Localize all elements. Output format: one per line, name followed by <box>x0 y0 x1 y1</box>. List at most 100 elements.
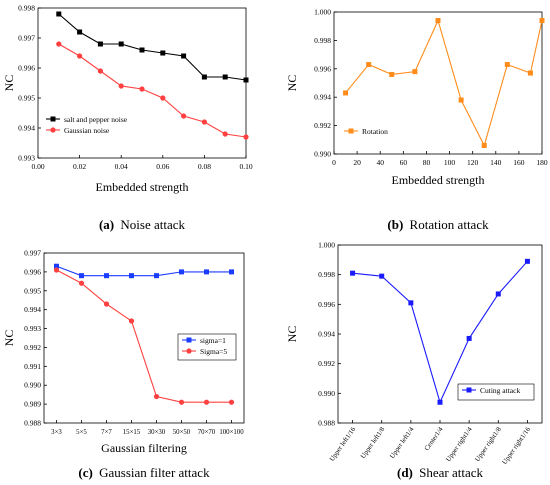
data-point <box>78 280 85 286</box>
panel-a-plot-frame <box>37 7 247 159</box>
series-line-1 <box>56 269 232 403</box>
data-point <box>139 47 145 53</box>
legend-label: Gaussian noise <box>64 126 110 135</box>
legend-label: sigma=1 <box>200 336 226 345</box>
legend-marker <box>50 116 56 122</box>
panel-b-xlabel: Embedded strength <box>392 173 485 187</box>
y-tick-label: 0.990 <box>314 150 331 159</box>
panel-a-caption-text: Noise attack <box>120 217 185 232</box>
x-tick-label: 140 <box>490 158 502 167</box>
data-point <box>160 95 166 101</box>
data-point <box>139 86 145 92</box>
y-tick-label: 1.000 <box>318 241 335 250</box>
panel-b: 0.990 0.992 0.994 0.996 0.998 1.000 0 20 40 60 80 1… <box>285 8 548 233</box>
x-tick-label: 5×5 <box>76 429 87 436</box>
panel-d: 0.988 0.990 0.992 0.994 0.996 0.998 1.000 Upper… <box>285 241 543 480</box>
y-tick-label: 0.994 <box>24 305 41 314</box>
x-tick-label: 70×70 <box>198 429 216 436</box>
data-point <box>153 393 160 400</box>
y-tick-label: 0.993 <box>24 324 41 333</box>
data-point <box>79 273 84 279</box>
y-tick-label: 0.998 <box>318 270 335 279</box>
y-tick-label: 0.993 <box>18 154 35 163</box>
data-point <box>408 300 414 306</box>
panel-c-ylabel: NC <box>2 330 16 347</box>
x-tick-label: 180 <box>536 158 548 167</box>
panel-c-caption-letter: (c) <box>78 465 92 480</box>
data-point <box>56 11 62 17</box>
x-tick-label: 0.02 <box>73 162 86 171</box>
x-tick-label: 160 <box>513 158 525 167</box>
data-point <box>379 273 385 279</box>
data-point <box>204 269 209 275</box>
panel-a-ylabel: NC <box>2 75 16 92</box>
panel-c-marks: 0.988 0.989 0.990 0.991 0.992 0.993 0.994 0.995… <box>24 249 244 437</box>
y-tick-label: 0.996 <box>18 64 35 73</box>
data-point <box>179 269 184 275</box>
legend-label: Rotation <box>362 127 388 136</box>
panel-d-caption: (d) Shear attack <box>397 465 484 480</box>
data-point <box>350 270 356 276</box>
data-point <box>366 62 372 68</box>
y-tick-label: 0.992 <box>24 343 41 352</box>
panel-c-plot-frame <box>43 252 245 424</box>
x-tick-label: 40 <box>376 158 384 167</box>
legend-marker <box>186 348 192 354</box>
x-tick-label: Upper left1/16 <box>329 426 358 463</box>
data-point <box>504 62 510 68</box>
data-point <box>118 41 124 47</box>
panel-b-caption-text: Rotation attack <box>410 217 490 232</box>
data-point <box>160 50 166 56</box>
panel-c: 0.988 0.989 0.990 0.991 0.992 0.993 0.994 0.995… <box>2 249 245 480</box>
panel-a-marks: 0.993 0.994 0.995 0.996 0.997 0.998 0.00 0.02 0.… <box>18 4 253 172</box>
data-point <box>97 68 103 74</box>
series-line-0 <box>56 265 232 277</box>
panel-b-ylabel: NC <box>285 75 299 92</box>
panel-a-xlabel: Embedded strength <box>96 180 189 194</box>
legend-marker <box>348 128 354 134</box>
x-tick-label: 0.10 <box>239 162 252 171</box>
series-line-0 <box>58 13 247 81</box>
data-point <box>77 29 83 35</box>
y-tick-label: 0.994 <box>18 124 35 133</box>
data-point <box>77 53 83 59</box>
y-tick-label: 0.992 <box>318 359 335 368</box>
data-point <box>103 301 110 307</box>
panel-c-caption: (c) Gaussian filter attack <box>78 465 210 480</box>
x-tick-label: 0.06 <box>156 162 169 171</box>
x-tick-label: Upper right1/4 <box>445 426 474 463</box>
x-tick-label: 0.04 <box>115 162 128 171</box>
x-tick-label: 120 <box>467 158 479 167</box>
data-point <box>435 18 441 24</box>
y-tick-label: 0.988 <box>318 419 335 428</box>
legend-marker <box>466 387 472 393</box>
y-tick-label: 0.996 <box>318 300 335 309</box>
x-tick-label: 50×50 <box>173 429 191 436</box>
x-tick-label: Upper left1/8 <box>360 426 387 460</box>
data-point <box>154 273 159 279</box>
x-tick-label: Upper left1/4 <box>389 426 416 460</box>
x-tick-label: 100 <box>444 158 456 167</box>
data-point <box>412 69 418 75</box>
data-point <box>178 399 185 405</box>
x-tick-label: 7×7 <box>101 429 112 436</box>
data-point <box>458 97 464 103</box>
panel-b-plot-frame <box>333 11 543 155</box>
data-point <box>222 74 228 80</box>
data-point <box>201 119 207 125</box>
data-point <box>104 273 109 279</box>
y-tick-label: 0.992 <box>314 121 331 130</box>
x-tick-label: 100×100 <box>219 429 244 436</box>
y-tick-label: 0.990 <box>24 381 41 390</box>
data-point <box>524 258 530 264</box>
legend-label: Sigma=5 <box>200 347 227 356</box>
data-point <box>229 269 234 275</box>
data-point <box>466 335 472 341</box>
legend-marker <box>186 337 192 343</box>
series-line-1 <box>58 43 247 138</box>
data-point <box>222 131 228 137</box>
panel-a: 0.993 0.994 0.995 0.996 0.997 0.998 0.00 0.02 0.… <box>2 4 253 233</box>
panel-c-caption-text: Gaussian filter attack <box>99 465 210 480</box>
y-tick-label: 0.996 <box>314 64 331 73</box>
